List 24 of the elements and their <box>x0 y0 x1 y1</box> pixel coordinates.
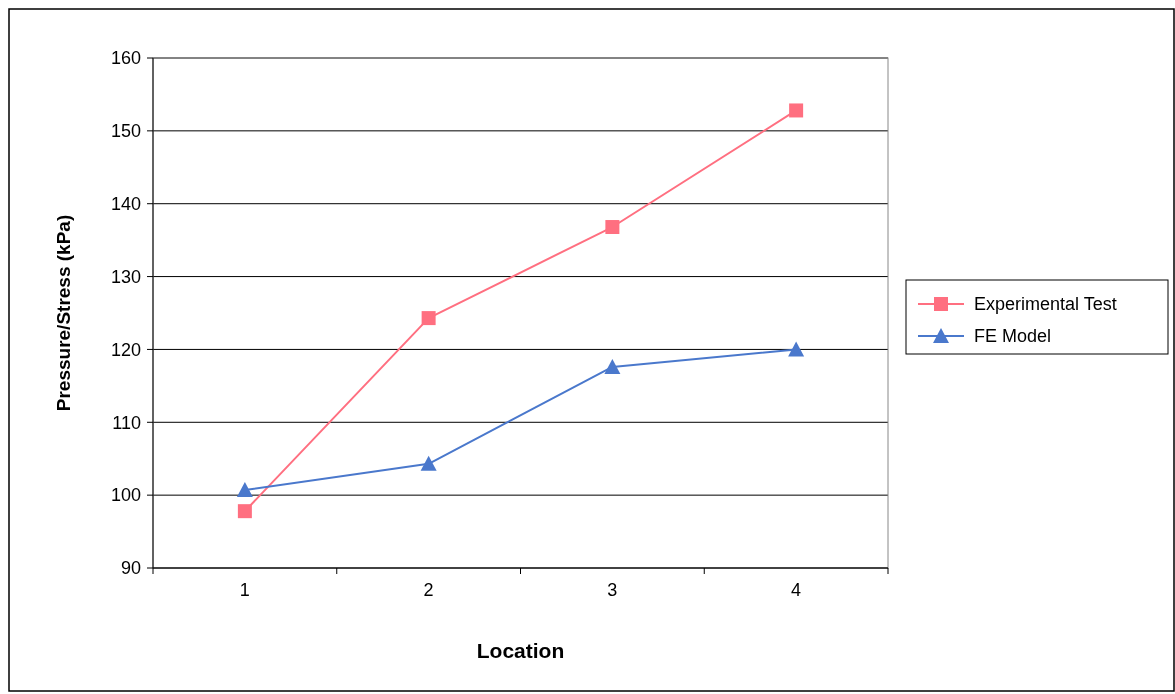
y-tick-label: 90 <box>120 558 141 579</box>
point <box>420 455 437 471</box>
x-tick-label: 2 <box>423 580 434 600</box>
x-tick-label: 1 <box>239 580 250 600</box>
point <box>604 358 621 374</box>
point <box>421 311 436 326</box>
point <box>789 103 804 118</box>
point <box>236 482 253 498</box>
y-tick-label: 110 <box>112 412 141 433</box>
y-tick-label: 140 <box>110 194 141 215</box>
point <box>237 504 252 519</box>
point <box>788 341 805 357</box>
legend-label: FE Model <box>974 326 1052 347</box>
y-tick-label: 120 <box>110 339 141 360</box>
x-axis-title: Location <box>476 639 565 662</box>
y-tick-label: 150 <box>110 121 141 142</box>
point <box>605 220 620 235</box>
y-axis-title: Pressure/Stress (kPa) <box>53 214 74 412</box>
y-tick-label: 100 <box>110 485 141 506</box>
x-tick-label: 3 <box>607 580 618 600</box>
y-tick-label: 130 <box>110 266 141 287</box>
y-tick-label: 160 <box>110 48 141 69</box>
legend-label: Experimental Test <box>974 294 1117 315</box>
x-tick-label: 4 <box>791 580 802 600</box>
